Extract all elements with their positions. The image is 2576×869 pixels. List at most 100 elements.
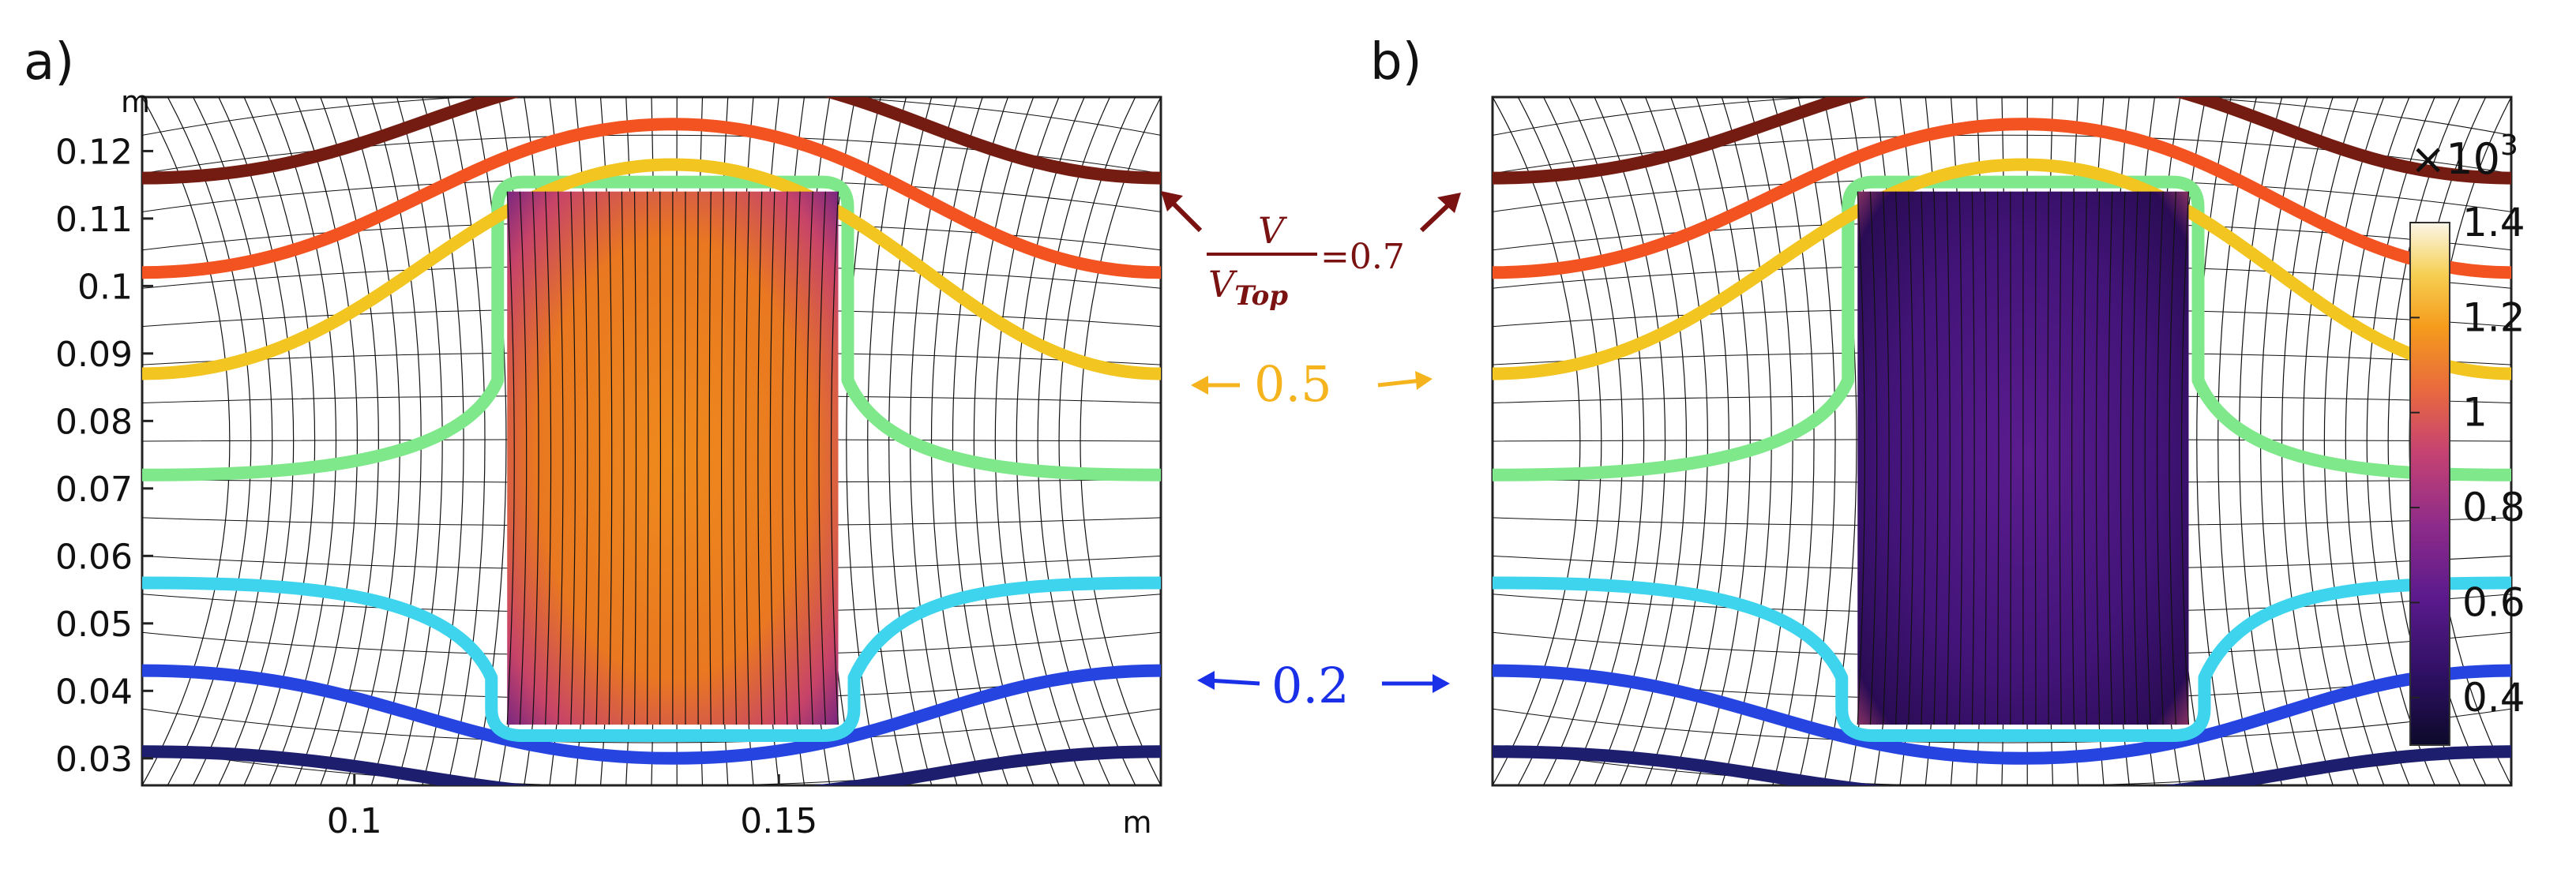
arrow-05-right — [1377, 378, 1422, 388]
block-field-line — [2180, 191, 2190, 725]
arrow-05-right-head — [1415, 371, 1433, 390]
field-line — [1594, 97, 1666, 785]
block-field-line — [721, 191, 724, 725]
contour-level-0-7 — [1493, 97, 2511, 185]
y-tick-label: 0.06 — [55, 537, 133, 577]
block-field-line — [697, 191, 699, 725]
block-field-line — [558, 191, 564, 725]
y-tick-label: 0.07 — [55, 470, 133, 510]
y-tick-label: 0.08 — [55, 402, 133, 442]
block-field-line — [1997, 191, 2000, 725]
arrow-right-dark-head — [1437, 193, 1461, 213]
arrow-02-left-head — [1197, 671, 1215, 690]
colorbar-exponent-power: 3 — [2500, 129, 2518, 162]
contour-level-0-6 — [1493, 118, 2511, 279]
panel-a-plot: 0.12 0.11 0.1 0.09 0.08 0.07 0.06 0.05 0.04 0.03 0… — [55, 84, 1162, 841]
field-line — [142, 97, 1161, 136]
y-tick-label: 0.12 — [55, 132, 133, 172]
field-line — [192, 97, 273, 785]
block-field-line — [2157, 191, 2164, 725]
block-field-line — [2034, 191, 2037, 725]
colorbar-tick-label: 1.2 — [2462, 294, 2525, 340]
block-field-line — [2108, 191, 2113, 725]
block-field-line — [2120, 191, 2126, 725]
block-field-line — [2095, 191, 2101, 725]
arrow-left-dark-head — [1161, 191, 1183, 212]
panel-label-a: a) — [24, 33, 74, 92]
field-line — [1037, 97, 1111, 785]
colorbar-gradient — [2409, 222, 2450, 746]
colorbar-tick-label: 0.8 — [2462, 485, 2525, 530]
field-line — [243, 97, 316, 785]
block-field-line — [519, 191, 528, 725]
field-line — [218, 97, 295, 785]
field-line — [930, 97, 983, 785]
block-field-line — [1869, 191, 1878, 725]
block-field-line — [769, 191, 775, 725]
field-line — [1058, 97, 1136, 785]
field-line — [846, 97, 881, 785]
annotation-ratio: V VTop =0.7 — [1161, 191, 1461, 312]
contour-level-0-1 — [1493, 745, 2511, 785]
field-line — [1542, 97, 1624, 785]
block-field-line — [621, 191, 625, 725]
block-field-line — [806, 191, 813, 725]
arrow-05-left-head — [1191, 376, 1208, 395]
contour-level-0-5 — [142, 158, 1161, 380]
x-axis-unit: m — [1122, 805, 1151, 840]
contour-level-0-2 — [1493, 664, 2511, 765]
block-field-line — [659, 191, 662, 725]
ratio-denominator-base: V — [1208, 263, 1238, 305]
block-field-line — [595, 191, 600, 725]
block-field-line — [608, 191, 613, 725]
field-line — [1016, 97, 1085, 785]
block-field-line — [633, 191, 637, 725]
y-tick-label: 0.05 — [55, 605, 133, 645]
field-line — [142, 97, 1161, 98]
ratio-numerator: V — [1258, 209, 1288, 252]
colorbar-tick-label: 1.4 — [2462, 200, 2525, 245]
contour-level-0-4 — [1493, 175, 2511, 481]
block-field-line — [1984, 191, 1988, 725]
contour-level-0-6 — [142, 118, 1161, 279]
block-field-line — [757, 191, 763, 725]
field-line — [867, 97, 907, 785]
colorbar-tick-label: 0.6 — [2462, 579, 2525, 625]
field-line — [142, 785, 1161, 830]
field-line — [1517, 97, 1602, 785]
field-line — [447, 97, 486, 785]
block-field-line — [733, 191, 738, 725]
ratio-denominator: VTop — [1208, 263, 1288, 312]
ratio-value: =0.7 — [1320, 237, 1405, 277]
block-field-line — [830, 191, 839, 725]
block-field-line — [2132, 191, 2139, 725]
arrow-02-left — [1207, 678, 1260, 686]
block-field-line — [2059, 191, 2062, 725]
field-line — [1493, 785, 2511, 830]
annotation-level-02: 0.2 — [1197, 657, 1450, 714]
field-line — [1493, 708, 2511, 744]
colorbar-exponent-base: ×10 — [2410, 134, 2500, 184]
block-field-line — [1971, 191, 1975, 725]
block-field-line — [818, 191, 826, 725]
y-axis-unit: m — [121, 84, 150, 119]
level-02-label: 0.2 — [1271, 657, 1350, 714]
block-field-line — [2144, 191, 2151, 725]
block-field-line — [745, 191, 750, 725]
ratio-denominator-sub: Top — [1234, 280, 1288, 312]
block-field-line — [1921, 191, 1927, 725]
field-line — [1493, 97, 2511, 98]
panel-label-b: b) — [1370, 33, 1422, 92]
block-field-line — [545, 191, 552, 725]
level-05-label: 0.5 — [1254, 355, 1332, 413]
contour-level-0-3 — [1493, 576, 2511, 743]
block-field-line — [2071, 191, 2075, 725]
field-line — [167, 97, 252, 785]
block-field-line — [1933, 191, 1939, 725]
block-field-line — [1946, 191, 1951, 725]
block-field-line — [506, 191, 515, 725]
colorbar-tick-label: 0.4 — [2462, 675, 2525, 721]
field-line — [1493, 97, 2511, 136]
y-tick-label: 0.04 — [55, 672, 133, 712]
